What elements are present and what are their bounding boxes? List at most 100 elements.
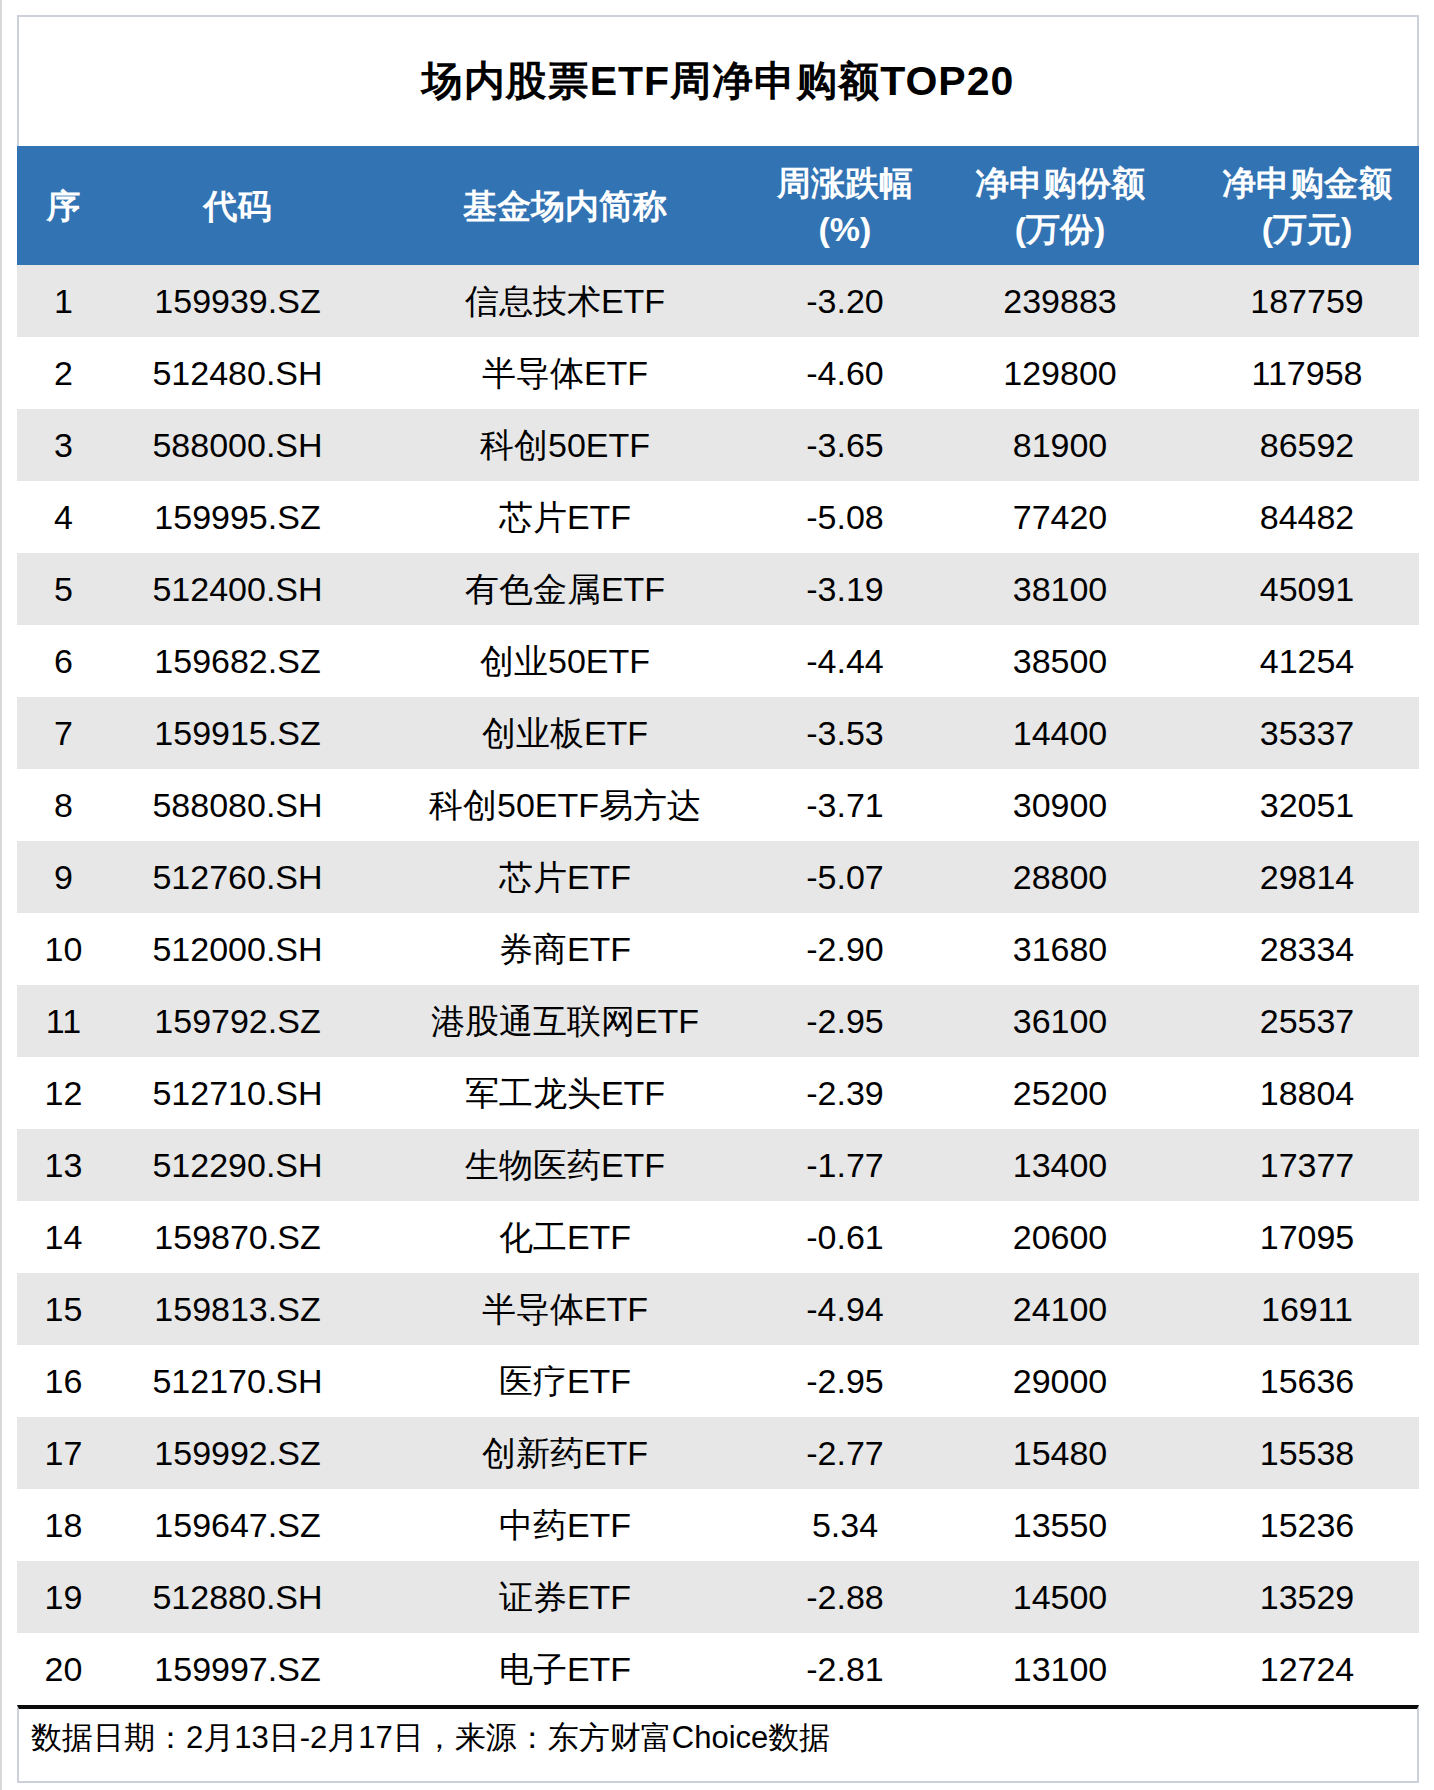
cell-weekly-change: -2.81 bbox=[765, 1633, 925, 1705]
cell-fund-name: 创业50ETF bbox=[365, 625, 765, 697]
cell-weekly-change: -3.19 bbox=[765, 553, 925, 625]
cell-weekly-change: -3.65 bbox=[765, 409, 925, 481]
table-row: 3 588000.SH 科创50ETF -3.65 81900 86592 bbox=[17, 409, 1419, 481]
cell-net-subscription-amount: 17377 bbox=[1195, 1129, 1419, 1201]
cell-seq: 11 bbox=[17, 985, 110, 1057]
cell-net-subscription-amount: 17095 bbox=[1195, 1201, 1419, 1273]
cell-seq: 13 bbox=[17, 1129, 110, 1201]
cell-code: 159870.SZ bbox=[110, 1201, 365, 1273]
table-row: 12 512710.SH 军工龙头ETF -2.39 25200 18804 bbox=[17, 1057, 1419, 1129]
cell-net-subscription-amount: 86592 bbox=[1195, 409, 1419, 481]
window-edge-line bbox=[0, 0, 2, 1790]
table-row: 2 512480.SH 半导体ETF -4.60 129800 117958 bbox=[17, 337, 1419, 409]
cell-seq: 20 bbox=[17, 1633, 110, 1705]
cell-weekly-change: -4.94 bbox=[765, 1273, 925, 1345]
cell-net-subscription-shares: 38100 bbox=[925, 553, 1195, 625]
cell-weekly-change: -1.77 bbox=[765, 1129, 925, 1201]
table-body: 1 159939.SZ 信息技术ETF -3.20 239883 187759 … bbox=[17, 265, 1419, 1705]
cell-net-subscription-shares: 28800 bbox=[925, 841, 1195, 913]
cell-seq: 5 bbox=[17, 553, 110, 625]
cell-code: 512880.SH bbox=[110, 1561, 365, 1633]
table-row: 16 512170.SH 医疗ETF -2.95 29000 15636 bbox=[17, 1345, 1419, 1417]
cell-seq: 17 bbox=[17, 1417, 110, 1489]
cell-net-subscription-amount: 15538 bbox=[1195, 1417, 1419, 1489]
cell-net-subscription-amount: 45091 bbox=[1195, 553, 1419, 625]
cell-weekly-change: -3.53 bbox=[765, 697, 925, 769]
cell-fund-name: 生物医药ETF bbox=[365, 1129, 765, 1201]
cell-net-subscription-shares: 38500 bbox=[925, 625, 1195, 697]
cell-net-subscription-shares: 36100 bbox=[925, 985, 1195, 1057]
cell-seq: 19 bbox=[17, 1561, 110, 1633]
cell-net-subscription-amount: 41254 bbox=[1195, 625, 1419, 697]
table-row: 8 588080.SH 科创50ETF易方达 -3.71 30900 32051 bbox=[17, 769, 1419, 841]
cell-net-subscription-amount: 25537 bbox=[1195, 985, 1419, 1057]
cell-fund-name: 军工龙头ETF bbox=[365, 1057, 765, 1129]
cell-net-subscription-shares: 77420 bbox=[925, 481, 1195, 553]
cell-code: 159939.SZ bbox=[110, 265, 365, 337]
cell-net-subscription-shares: 14500 bbox=[925, 1561, 1195, 1633]
cell-fund-name: 港股通互联网ETF bbox=[365, 985, 765, 1057]
cell-weekly-change: -2.90 bbox=[765, 913, 925, 985]
cell-weekly-change: -5.08 bbox=[765, 481, 925, 553]
cell-net-subscription-amount: 16911 bbox=[1195, 1273, 1419, 1345]
table-row: 11 159792.SZ 港股通互联网ETF -2.95 36100 25537 bbox=[17, 985, 1419, 1057]
cell-fund-name: 半导体ETF bbox=[365, 337, 765, 409]
cell-seq: 1 bbox=[17, 265, 110, 337]
cell-weekly-change: -2.95 bbox=[765, 1345, 925, 1417]
cell-code: 159997.SZ bbox=[110, 1633, 365, 1705]
cell-net-subscription-shares: 13550 bbox=[925, 1489, 1195, 1561]
cell-fund-name: 创新药ETF bbox=[365, 1417, 765, 1489]
cell-weekly-change: -3.71 bbox=[765, 769, 925, 841]
cell-code: 588080.SH bbox=[110, 769, 365, 841]
cell-fund-name: 信息技术ETF bbox=[365, 265, 765, 337]
cell-weekly-change: -5.07 bbox=[765, 841, 925, 913]
column-header-net-subscription-amount: 净申购金额 (万元) bbox=[1195, 146, 1419, 265]
cell-fund-name: 芯片ETF bbox=[365, 841, 765, 913]
cell-code: 159813.SZ bbox=[110, 1273, 365, 1345]
cell-fund-name: 证券ETF bbox=[365, 1561, 765, 1633]
cell-net-subscription-shares: 25200 bbox=[925, 1057, 1195, 1129]
cell-seq: 2 bbox=[17, 337, 110, 409]
table-header-row: 序 代码 基金场内简称 周涨跌幅 (%) 净申购份额 (万份) 净申购金额 (万… bbox=[17, 146, 1419, 265]
cell-seq: 16 bbox=[17, 1345, 110, 1417]
cell-net-subscription-shares: 29000 bbox=[925, 1345, 1195, 1417]
cell-fund-name: 券商ETF bbox=[365, 913, 765, 985]
cell-net-subscription-shares: 13100 bbox=[925, 1633, 1195, 1705]
table-row: 1 159939.SZ 信息技术ETF -3.20 239883 187759 bbox=[17, 265, 1419, 337]
cell-code: 159995.SZ bbox=[110, 481, 365, 553]
table-row: 14 159870.SZ 化工ETF -0.61 20600 17095 bbox=[17, 1201, 1419, 1273]
cell-net-subscription-shares: 20600 bbox=[925, 1201, 1195, 1273]
cell-seq: 8 bbox=[17, 769, 110, 841]
cell-net-subscription-amount: 13529 bbox=[1195, 1561, 1419, 1633]
cell-fund-name: 科创50ETF bbox=[365, 409, 765, 481]
cell-seq: 18 bbox=[17, 1489, 110, 1561]
cell-net-subscription-shares: 15480 bbox=[925, 1417, 1195, 1489]
data-source-note: 数据日期：2月13日-2月17日，来源：东方财富Choice数据 bbox=[31, 1720, 830, 1755]
cell-seq: 12 bbox=[17, 1057, 110, 1129]
cell-code: 512170.SH bbox=[110, 1345, 365, 1417]
cell-net-subscription-amount: 32051 bbox=[1195, 769, 1419, 841]
cell-fund-name: 中药ETF bbox=[365, 1489, 765, 1561]
cell-seq: 7 bbox=[17, 697, 110, 769]
cell-code: 512290.SH bbox=[110, 1129, 365, 1201]
cell-net-subscription-amount: 29814 bbox=[1195, 841, 1419, 913]
cell-seq: 14 bbox=[17, 1201, 110, 1273]
table-row: 6 159682.SZ 创业50ETF -4.44 38500 41254 bbox=[17, 625, 1419, 697]
cell-code: 159647.SZ bbox=[110, 1489, 365, 1561]
cell-net-subscription-amount: 15636 bbox=[1195, 1345, 1419, 1417]
table-row: 20 159997.SZ 电子ETF -2.81 13100 12724 bbox=[17, 1633, 1419, 1705]
cell-net-subscription-shares: 30900 bbox=[925, 769, 1195, 841]
table-row: 17 159992.SZ 创新药ETF -2.77 15480 15538 bbox=[17, 1417, 1419, 1489]
table-row: 19 512880.SH 证券ETF -2.88 14500 13529 bbox=[17, 1561, 1419, 1633]
column-header-weekly-change: 周涨跌幅 (%) bbox=[765, 146, 925, 265]
cell-seq: 10 bbox=[17, 913, 110, 985]
table-row: 15 159813.SZ 半导体ETF -4.94 24100 16911 bbox=[17, 1273, 1419, 1345]
cell-code: 512000.SH bbox=[110, 913, 365, 985]
cell-net-subscription-shares: 129800 bbox=[925, 337, 1195, 409]
cell-net-subscription-amount: 15236 bbox=[1195, 1489, 1419, 1561]
table-row: 13 512290.SH 生物医药ETF -1.77 13400 17377 bbox=[17, 1129, 1419, 1201]
cell-seq: 15 bbox=[17, 1273, 110, 1345]
cell-weekly-change: -2.88 bbox=[765, 1561, 925, 1633]
cell-fund-name: 创业板ETF bbox=[365, 697, 765, 769]
cell-code: 588000.SH bbox=[110, 409, 365, 481]
